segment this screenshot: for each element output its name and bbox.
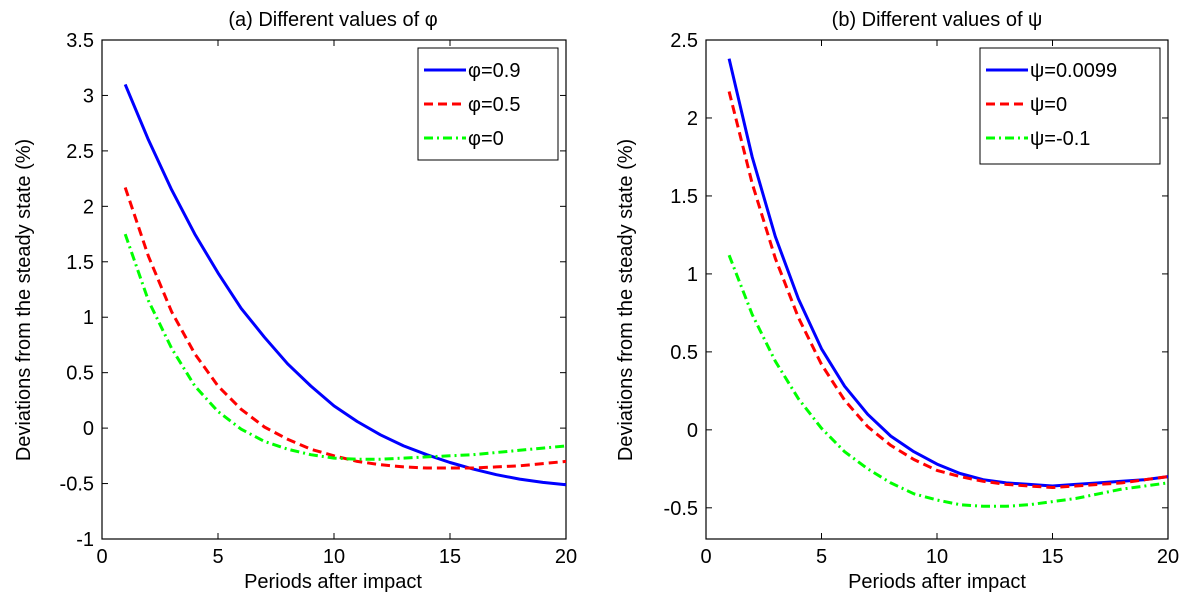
panel-a-y-tick-label: 2 [83,196,94,218]
panel-b-y-tick-label: -0.5 [664,498,698,520]
panel-b-series-line-2 [727,91,1169,489]
panel-a-legend-label-1: φ=0.9 [468,60,520,82]
panel-b-x-axis-label: Periods after impact [848,571,1026,593]
panel-a-y-tick-label: 2.5 [66,141,94,163]
panel-a-legend-label-3: φ=0 [468,128,504,150]
panel-b-y-tick-label: 2.5 [670,30,698,52]
panel-a-legend-label-2: φ=0.5 [468,94,520,116]
panel-a-y-tick-label: 0.5 [66,363,94,385]
panel-b-legend [979,47,1161,165]
panel-a: (a) Different values of φ 0 5 10 15 20-1-0.5… [13,9,577,593]
panel-a-x-tick-label: 20 [555,546,577,568]
panel-b-legend-label-2: ψ=0 [1030,94,1067,116]
panel-b: (b) Different values of ψ 0 5 10 15 20-0.500… [615,9,1179,593]
panel-a-y-tick-label: 3.5 [66,30,94,52]
panel-b-title: (b) Different values of ψ [832,9,1043,31]
panel-a-x-tick-label: 15 [439,546,461,568]
panel-a-plot-area: 0 5 10 15 20 -1 -0.5 0 0.5 1 1.5 2 2.5 3 3.5 φ=0.9 φ=0.5… [60,30,578,568]
panel-b-x-tick-label: 20 [1157,546,1179,568]
panel-b-series-line-3 [727,254,1169,508]
panel-b-y-tick-label: 0.5 [670,342,698,364]
panel-b-x-tick-label: 5 [816,546,827,568]
panel-a-y-tick-label: 0 [83,418,94,440]
panel-a-x-tick-label: 10 [323,546,345,568]
panel-a-series-line-1 [123,83,567,487]
panel-b-x-tick-label: 15 [1041,546,1063,568]
panel-b-y-tick-label: 1.5 [670,186,698,208]
panel-a-legend [417,47,559,161]
panel-a-series-line-3 [123,233,567,461]
panel-b-y-tick-label: 0 [687,420,698,442]
panel-a-y-axis-label: Deviations from the steady state (%) [13,139,35,461]
panel-a-x-axis-label: Periods after impact [244,571,422,593]
panel-a-x-tick-label: 5 [212,546,223,568]
panel-b-legend-label-1: ψ=0.0099 [1030,60,1117,82]
panel-a-y-tick-label: 1 [83,307,94,329]
panel-a-y-tick-label: 1.5 [66,252,94,274]
panel-b-series-line-1 [727,58,1169,488]
panel-a-y-tick-label: -1 [76,529,94,551]
panel-a-y-tick-label: 3 [83,85,94,107]
panel-b-y-tick-label: 2 [687,108,698,130]
panel-b-plot-area: 0 5 10 15 20 -0.5 0 0.5 1 1.5 2 2.5 ψ=0.0099 ψ=0 ψ=-0.… [664,30,1180,568]
panel-b-y-tick-label: 1 [687,264,698,286]
panel-b-x-tick-label: 0 [700,546,711,568]
panel-a-x-tick-label: 0 [96,546,107,568]
panel-a-title: (a) Different values of φ [228,9,437,31]
panel-b-x-tick-label: 10 [926,546,948,568]
panel-b-legend-label-3: ψ=-0.1 [1030,128,1090,150]
panel-b-y-axis-label: Deviations from the steady state (%) [615,139,637,461]
panel-a-y-tick-label: -0.5 [60,474,94,496]
panel-a-series-line-2 [123,187,567,470]
